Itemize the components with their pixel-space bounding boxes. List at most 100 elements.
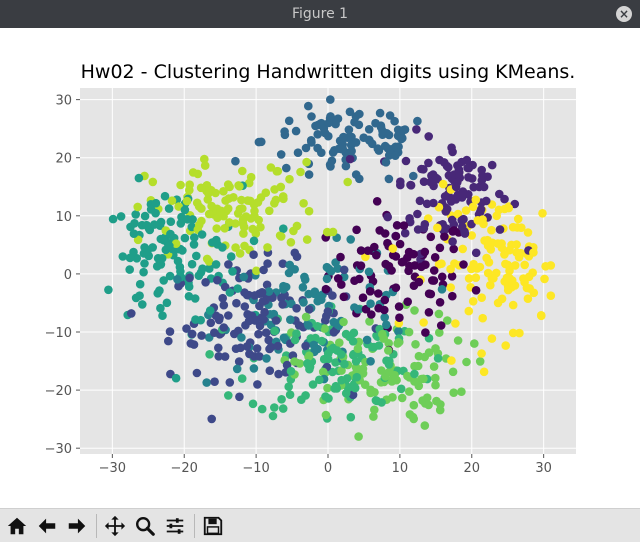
data-point [284,382,294,392]
data-point [278,300,287,309]
data-point [262,280,272,290]
x-tick-label: 0 [324,461,332,476]
window-title: Figure 1 [291,6,349,22]
data-point [448,291,457,301]
data-point [380,313,390,322]
data-point [155,286,164,295]
data-point [257,404,267,414]
data-point [304,351,314,361]
data-point [448,367,458,377]
configure-subplots-button[interactable] [162,513,188,539]
y-tick-label: −30 [45,442,72,457]
data-point [369,342,379,352]
data-point [295,359,305,368]
data-point [495,189,504,199]
data-point [341,161,351,171]
data-point [235,249,245,258]
data-point [252,266,261,276]
data-point [433,354,443,363]
data-point [384,346,393,355]
data-point [317,336,327,346]
data-point [464,274,474,283]
data-point [164,204,174,213]
data-point [280,130,290,140]
data-point [251,229,261,238]
data-point [467,219,476,229]
data-point [187,329,197,339]
chart-title: Hw02 - Clustering Handwritten digits usi… [81,61,576,83]
data-point [264,287,274,296]
save-button[interactable] [200,513,226,539]
data-point [318,367,328,377]
zoom-button[interactable] [132,513,158,539]
pan-button[interactable] [102,513,128,539]
back-button[interactable] [34,513,60,539]
data-point [384,130,394,140]
data-point [358,293,368,303]
data-point [487,334,497,343]
navigation-toolbar [0,508,640,542]
data-point [370,405,379,415]
data-point [158,311,167,321]
data-point [408,412,418,422]
data-point [337,375,346,385]
data-point [420,247,430,257]
window-titlebar[interactable]: Figure 1 × [0,0,640,28]
data-point [355,109,364,119]
data-point [436,400,445,409]
data-point [146,205,156,214]
data-point [520,260,529,270]
data-point [127,309,136,318]
data-point [302,157,311,167]
data-point [331,119,340,129]
data-point [294,321,304,330]
data-point [278,259,288,268]
data-point [426,177,435,187]
data-point [383,212,393,222]
data-point [244,178,254,188]
data-point [356,246,366,255]
data-point [192,251,201,261]
data-point [487,225,496,235]
data-point [304,289,314,299]
y-tick-label: 20 [55,152,72,167]
data-point [453,336,463,345]
data-point [225,182,234,192]
data-point [135,279,145,289]
data-point [180,205,190,215]
close-button[interactable]: × [616,6,632,22]
data-point [468,202,478,212]
data-point [165,241,174,251]
data-point [429,266,439,275]
forward-button[interactable] [64,513,90,539]
data-point [398,125,408,135]
data-point [424,132,434,141]
data-point [171,239,181,248]
data-point [493,239,503,248]
data-point [211,188,220,198]
home-button[interactable] [4,513,30,539]
figure-canvas[interactable]: Hw02 - Clustering Handwritten digits usi… [0,28,640,508]
data-point [286,366,296,376]
data-point [399,257,408,266]
close-icon: × [618,7,630,21]
data-point [189,240,199,249]
data-point [495,225,505,234]
data-point [138,300,147,309]
data-point [214,352,223,361]
data-point [461,206,471,215]
data-point [345,154,355,164]
data-point [493,298,503,308]
data-point [284,116,294,126]
data-point [446,283,456,292]
data-point [321,410,331,420]
data-point [339,132,348,142]
data-point [226,252,236,261]
data-point [471,273,481,282]
data-point [446,264,455,274]
data-point [508,328,518,338]
data-point [231,156,240,166]
data-point [299,199,308,208]
data-point [381,158,391,167]
data-point [504,203,513,213]
